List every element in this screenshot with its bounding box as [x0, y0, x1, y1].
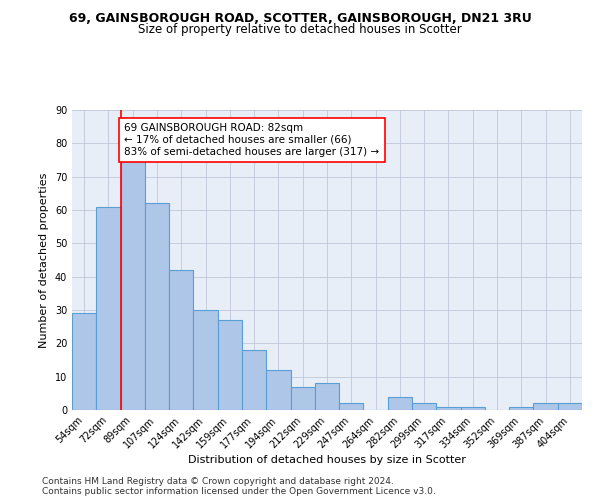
- Bar: [533, 404, 558, 410]
- Bar: [121, 156, 145, 410]
- Bar: [290, 386, 315, 410]
- Bar: [193, 310, 218, 410]
- Text: Contains public sector information licensed under the Open Government Licence v3: Contains public sector information licen…: [42, 488, 436, 496]
- Bar: [266, 370, 290, 410]
- Bar: [509, 406, 533, 410]
- Text: 69 GAINSBOROUGH ROAD: 82sqm
← 17% of detached houses are smaller (66)
83% of sem: 69 GAINSBOROUGH ROAD: 82sqm ← 17% of det…: [124, 124, 379, 156]
- Bar: [315, 384, 339, 410]
- Bar: [218, 320, 242, 410]
- Bar: [242, 350, 266, 410]
- Bar: [339, 404, 364, 410]
- Bar: [145, 204, 169, 410]
- Text: 69, GAINSBOROUGH ROAD, SCOTTER, GAINSBOROUGH, DN21 3RU: 69, GAINSBOROUGH ROAD, SCOTTER, GAINSBOR…: [68, 12, 532, 26]
- Bar: [461, 406, 485, 410]
- Bar: [72, 314, 96, 410]
- Bar: [388, 396, 412, 410]
- X-axis label: Distribution of detached houses by size in Scotter: Distribution of detached houses by size …: [188, 456, 466, 466]
- Bar: [436, 406, 461, 410]
- Text: Contains HM Land Registry data © Crown copyright and database right 2024.: Contains HM Land Registry data © Crown c…: [42, 478, 394, 486]
- Bar: [169, 270, 193, 410]
- Bar: [558, 404, 582, 410]
- Text: Size of property relative to detached houses in Scotter: Size of property relative to detached ho…: [138, 22, 462, 36]
- Bar: [412, 404, 436, 410]
- Bar: [96, 206, 121, 410]
- Y-axis label: Number of detached properties: Number of detached properties: [39, 172, 49, 348]
